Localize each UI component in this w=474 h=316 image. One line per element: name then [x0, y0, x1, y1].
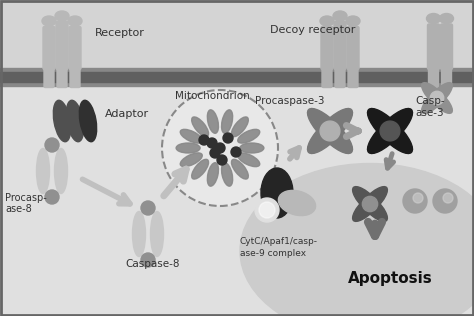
Bar — [0, 0, 474, 68]
FancyBboxPatch shape — [69, 27, 81, 70]
Circle shape — [231, 147, 241, 157]
Ellipse shape — [221, 110, 233, 133]
FancyBboxPatch shape — [335, 69, 345, 88]
Circle shape — [223, 133, 233, 143]
Ellipse shape — [346, 16, 360, 26]
Circle shape — [217, 155, 227, 165]
Ellipse shape — [231, 117, 248, 137]
Circle shape — [210, 148, 220, 158]
Ellipse shape — [66, 100, 84, 142]
Bar — [0, 68, 474, 86]
FancyBboxPatch shape — [322, 69, 332, 88]
Circle shape — [443, 193, 453, 203]
Ellipse shape — [221, 163, 233, 186]
Ellipse shape — [207, 110, 219, 133]
Circle shape — [380, 121, 400, 141]
Ellipse shape — [207, 163, 219, 186]
FancyBboxPatch shape — [56, 21, 68, 70]
FancyBboxPatch shape — [57, 69, 67, 88]
Text: ase-8: ase-8 — [5, 204, 32, 214]
Bar — [0, 72, 474, 82]
Ellipse shape — [55, 149, 67, 193]
Ellipse shape — [367, 108, 412, 154]
Ellipse shape — [422, 83, 452, 113]
FancyBboxPatch shape — [70, 69, 80, 88]
Ellipse shape — [151, 211, 164, 257]
Ellipse shape — [180, 129, 202, 143]
Circle shape — [162, 90, 278, 206]
Circle shape — [259, 202, 275, 218]
Ellipse shape — [333, 11, 347, 21]
Ellipse shape — [36, 149, 49, 193]
Ellipse shape — [176, 143, 200, 153]
Circle shape — [45, 138, 59, 152]
Ellipse shape — [353, 187, 387, 222]
Text: Mitochondrion: Mitochondrion — [175, 91, 250, 101]
FancyBboxPatch shape — [43, 27, 55, 70]
Circle shape — [403, 189, 427, 213]
Ellipse shape — [308, 108, 353, 154]
Ellipse shape — [427, 14, 440, 23]
FancyBboxPatch shape — [347, 27, 359, 70]
Text: Adaptor: Adaptor — [105, 109, 149, 119]
FancyBboxPatch shape — [348, 69, 358, 88]
Ellipse shape — [42, 16, 56, 26]
Ellipse shape — [353, 187, 387, 222]
Circle shape — [215, 143, 225, 153]
FancyBboxPatch shape — [44, 69, 54, 88]
Text: Casp-: Casp- — [415, 96, 445, 106]
Text: Decoy receptor: Decoy receptor — [270, 25, 356, 35]
Ellipse shape — [238, 129, 260, 143]
Ellipse shape — [238, 153, 260, 167]
FancyBboxPatch shape — [441, 69, 452, 88]
Ellipse shape — [367, 108, 412, 154]
Ellipse shape — [68, 16, 82, 26]
FancyBboxPatch shape — [428, 24, 439, 70]
Ellipse shape — [133, 211, 146, 257]
Text: Procaspase-3: Procaspase-3 — [255, 96, 325, 106]
Ellipse shape — [180, 153, 202, 167]
Circle shape — [207, 138, 217, 148]
Circle shape — [320, 121, 340, 141]
Circle shape — [141, 201, 155, 215]
Circle shape — [199, 135, 209, 145]
Ellipse shape — [55, 11, 69, 21]
FancyBboxPatch shape — [428, 69, 438, 88]
Ellipse shape — [278, 191, 316, 216]
Circle shape — [362, 196, 378, 212]
Circle shape — [255, 198, 279, 222]
Ellipse shape — [79, 100, 97, 142]
FancyBboxPatch shape — [440, 24, 453, 70]
Ellipse shape — [261, 168, 293, 218]
Ellipse shape — [439, 14, 454, 23]
Ellipse shape — [231, 159, 248, 179]
Text: Receptor: Receptor — [95, 28, 145, 38]
Text: ase-9 complex: ase-9 complex — [240, 248, 306, 258]
FancyBboxPatch shape — [321, 27, 333, 70]
Ellipse shape — [240, 143, 264, 153]
Ellipse shape — [53, 100, 71, 142]
Ellipse shape — [240, 163, 474, 316]
Text: CytC/Apaf1/casp-: CytC/Apaf1/casp- — [240, 236, 318, 246]
Text: ase-3: ase-3 — [415, 108, 444, 118]
Text: Apoptosis: Apoptosis — [347, 270, 432, 285]
Circle shape — [413, 193, 423, 203]
Ellipse shape — [308, 108, 353, 154]
Ellipse shape — [422, 83, 452, 113]
Circle shape — [141, 253, 155, 267]
Circle shape — [45, 190, 59, 204]
Text: Procasp-: Procasp- — [5, 193, 47, 203]
FancyBboxPatch shape — [334, 21, 346, 70]
Text: Caspase-8: Caspase-8 — [125, 259, 180, 269]
Bar — [0, 86, 474, 316]
Circle shape — [433, 189, 457, 213]
Ellipse shape — [320, 16, 334, 26]
Ellipse shape — [191, 117, 209, 137]
Circle shape — [430, 91, 444, 105]
Ellipse shape — [191, 159, 209, 179]
